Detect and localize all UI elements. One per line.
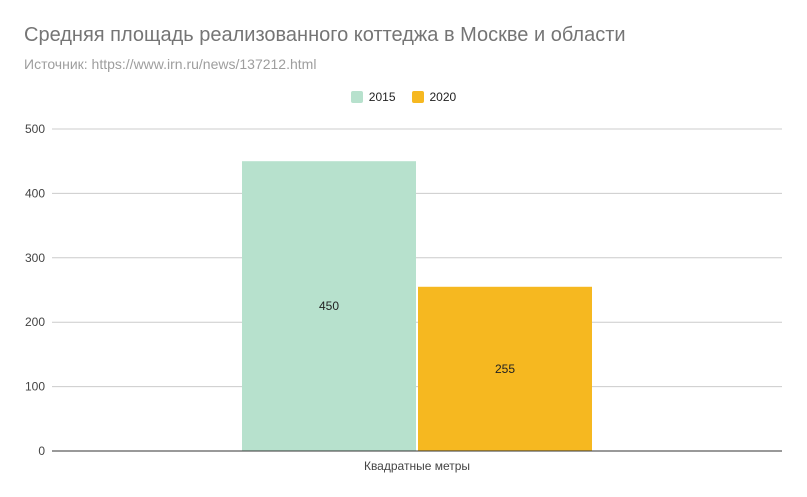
y-tick-label: 0 <box>38 444 45 458</box>
legend-item-2020[interactable]: 2020 <box>411 90 457 104</box>
y-tick-label: 100 <box>25 380 45 394</box>
legend-label-2020: 2020 <box>429 90 457 104</box>
legend-swatch-2015 <box>350 91 363 103</box>
data-label-2015: 450 <box>319 299 339 313</box>
chart-title: Средняя площадь реализованного коттеджа … <box>24 24 626 46</box>
bar-2020[interactable] <box>418 286 592 451</box>
y-tick-label: 400 <box>25 186 45 200</box>
y-axis-ticks: 0 100 200 300 400 500 <box>25 122 45 458</box>
gridlines <box>52 128 782 388</box>
y-tick-label: 500 <box>25 122 45 136</box>
y-tick-label: 300 <box>25 251 45 265</box>
category-label: Квадратные метры <box>364 459 470 473</box>
legend-label-2015: 2015 <box>368 90 396 104</box>
legend-swatch-2020 <box>411 91 424 103</box>
data-label-2020: 255 <box>495 362 515 376</box>
legend-item-2015[interactable]: 2015 <box>350 90 396 104</box>
y-tick-label: 200 <box>25 315 45 329</box>
bars <box>242 161 592 451</box>
legend: 2015 2020 <box>0 90 807 104</box>
chart-subtitle: Источник: https://www.irn.ru/news/137212… <box>24 56 317 72</box>
bar-2015[interactable] <box>242 161 416 451</box>
data-labels: 450 255 <box>319 299 515 376</box>
